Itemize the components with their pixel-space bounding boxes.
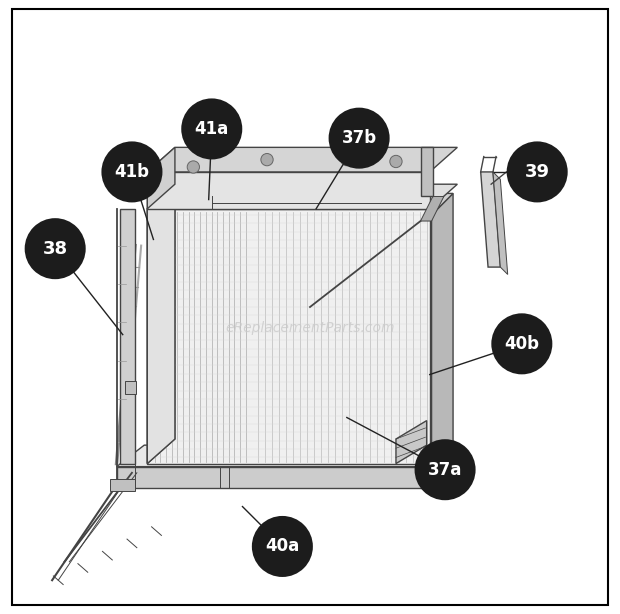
- Polygon shape: [148, 209, 430, 464]
- Polygon shape: [420, 147, 433, 196]
- Polygon shape: [120, 209, 135, 464]
- Polygon shape: [420, 215, 432, 467]
- Polygon shape: [110, 479, 135, 491]
- Text: 38: 38: [43, 239, 68, 258]
- Circle shape: [182, 99, 241, 158]
- Circle shape: [102, 142, 161, 201]
- Polygon shape: [148, 147, 175, 209]
- Circle shape: [492, 314, 551, 373]
- Polygon shape: [148, 172, 430, 209]
- Polygon shape: [117, 467, 430, 488]
- Text: 37b: 37b: [342, 129, 377, 147]
- Polygon shape: [148, 184, 175, 464]
- Circle shape: [330, 109, 389, 168]
- Bar: [125, 381, 136, 394]
- Polygon shape: [117, 467, 458, 488]
- Polygon shape: [148, 147, 458, 172]
- Polygon shape: [420, 196, 444, 221]
- Text: 40b: 40b: [504, 335, 539, 353]
- Polygon shape: [396, 421, 427, 464]
- Polygon shape: [432, 193, 453, 467]
- Polygon shape: [148, 184, 175, 464]
- Circle shape: [261, 154, 273, 166]
- Polygon shape: [117, 445, 458, 467]
- Circle shape: [187, 161, 200, 173]
- Circle shape: [390, 155, 402, 168]
- Circle shape: [508, 142, 567, 201]
- Polygon shape: [493, 172, 508, 274]
- Circle shape: [415, 440, 474, 499]
- Text: eReplacementParts.com: eReplacementParts.com: [225, 322, 395, 335]
- Text: 41b: 41b: [115, 163, 149, 181]
- Text: 40a: 40a: [265, 537, 299, 556]
- Text: 41a: 41a: [195, 120, 229, 138]
- Polygon shape: [420, 193, 453, 215]
- Circle shape: [341, 154, 353, 166]
- Text: 37a: 37a: [428, 460, 463, 479]
- Polygon shape: [480, 172, 500, 267]
- Circle shape: [25, 219, 85, 278]
- Circle shape: [253, 517, 312, 576]
- Text: 39: 39: [525, 163, 550, 181]
- Polygon shape: [148, 184, 458, 209]
